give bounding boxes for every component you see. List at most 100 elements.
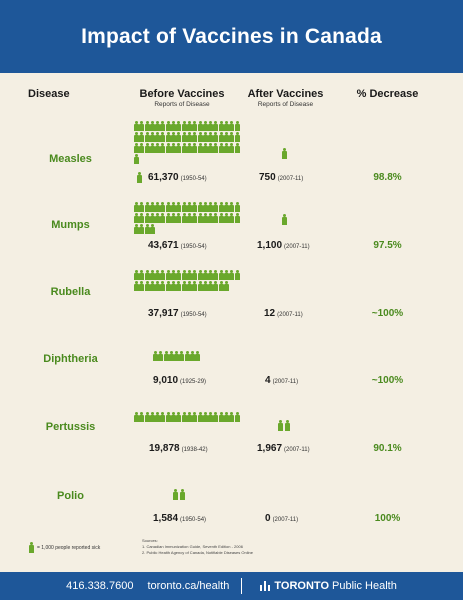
person-icon bbox=[213, 412, 219, 422]
person-icon bbox=[160, 281, 166, 291]
person-icon bbox=[179, 489, 185, 500]
before-icon-grid bbox=[153, 351, 263, 361]
person-icon bbox=[149, 132, 155, 142]
person-icon bbox=[218, 213, 224, 223]
column-header-after-label: After Vaccines bbox=[247, 88, 324, 100]
person-icon bbox=[197, 202, 203, 212]
person-icon bbox=[165, 270, 171, 280]
before-icon-grid bbox=[134, 412, 244, 423]
after-value: 12 bbox=[264, 308, 276, 319]
after-value-group: 750 (2007-11) bbox=[259, 172, 303, 183]
before-years: (1950-54) bbox=[180, 517, 207, 523]
before-years: (1950-54) bbox=[180, 244, 207, 250]
person-icon bbox=[168, 351, 174, 361]
person-icon bbox=[155, 412, 161, 422]
person-icon bbox=[160, 121, 166, 131]
person-icon bbox=[192, 202, 198, 212]
person-icon bbox=[229, 132, 235, 142]
person-icon bbox=[136, 172, 142, 183]
person-icon bbox=[234, 121, 240, 131]
person-icon bbox=[176, 412, 182, 422]
after-years: (2007-11) bbox=[272, 517, 299, 523]
toronto-logo-icon bbox=[260, 581, 271, 591]
person-icon bbox=[181, 132, 187, 142]
before-icon-grid bbox=[134, 270, 244, 292]
before-value: 1,584 bbox=[153, 513, 179, 524]
before-years: (1925-29) bbox=[180, 379, 207, 385]
disease-name: Measles bbox=[49, 153, 92, 165]
disease-row-mumps: Mumps 43,671 (1950-54) 1,100 (2007-11) 97.… bbox=[0, 200, 463, 280]
footer-phone: 416.338.7600 bbox=[66, 580, 134, 592]
person-icon bbox=[277, 420, 283, 431]
person-icon bbox=[149, 224, 155, 234]
percent-decrease: ~100% bbox=[371, 308, 404, 319]
column-header-disease: Disease bbox=[28, 88, 70, 100]
person-icon bbox=[134, 224, 139, 234]
person-icon bbox=[192, 270, 198, 280]
before-value: 9,010 bbox=[153, 375, 179, 386]
person-icon bbox=[234, 132, 240, 142]
before-value-group: 19,878 (1938-42) bbox=[149, 443, 208, 454]
person-icon bbox=[171, 270, 177, 280]
person-icon bbox=[229, 213, 235, 223]
percent-decrease: 97.5% bbox=[373, 240, 402, 251]
before-icon-grid bbox=[134, 121, 244, 164]
person-icon bbox=[192, 281, 198, 291]
person-icon bbox=[155, 281, 161, 291]
percent-decrease: 98.8% bbox=[373, 172, 402, 183]
person-icon bbox=[160, 270, 166, 280]
person-icon bbox=[134, 132, 139, 142]
disease-name: Polio bbox=[57, 490, 84, 502]
person-icon bbox=[139, 132, 145, 142]
person-icon bbox=[190, 351, 196, 361]
disease-name: Diphtheria bbox=[43, 353, 98, 365]
person-icon bbox=[155, 121, 161, 131]
person-icon bbox=[134, 412, 139, 422]
person-icon bbox=[234, 143, 240, 153]
page-title: Impact of Vaccines in Canada bbox=[81, 24, 382, 48]
person-icon bbox=[192, 412, 198, 422]
before-years: (1938-42) bbox=[181, 447, 208, 453]
person-icon bbox=[186, 143, 192, 153]
person-icon bbox=[181, 121, 187, 131]
person-icon bbox=[202, 121, 208, 131]
person-icon bbox=[197, 270, 203, 280]
person-icon bbox=[218, 132, 224, 142]
person-icon bbox=[155, 143, 161, 153]
icon-line bbox=[134, 132, 244, 142]
disease-name: Rubella bbox=[50, 286, 91, 298]
footer-brand-rest: Public Health bbox=[332, 580, 397, 592]
icon-line bbox=[134, 202, 244, 212]
column-header-before: Before Vaccines Reports of Disease bbox=[132, 88, 232, 108]
person-icon bbox=[165, 202, 171, 212]
person-icon bbox=[229, 121, 235, 131]
person-icon bbox=[155, 270, 161, 280]
person-icon bbox=[195, 351, 201, 361]
after-value: 750 bbox=[259, 172, 276, 183]
person-icon bbox=[134, 270, 139, 280]
person-icon bbox=[229, 143, 235, 153]
icon-line bbox=[134, 154, 244, 164]
person-icon bbox=[155, 132, 161, 142]
person-icon bbox=[208, 202, 214, 212]
before-icon-grid bbox=[134, 202, 244, 234]
person-icon bbox=[192, 132, 198, 142]
person-icon bbox=[213, 143, 219, 153]
person-icon bbox=[208, 121, 214, 131]
icon-line bbox=[134, 213, 244, 223]
person-icon bbox=[165, 213, 171, 223]
person-icon bbox=[234, 202, 240, 212]
after-value: 1,967 bbox=[257, 443, 283, 454]
person-icon bbox=[149, 202, 155, 212]
person-icon bbox=[186, 412, 192, 422]
footer-url[interactable]: toronto.ca/health bbox=[147, 580, 230, 592]
person-icon bbox=[186, 270, 192, 280]
person-icon bbox=[224, 412, 230, 422]
person-icon bbox=[213, 270, 219, 280]
footer-bar: 416.338.7600 toronto.ca/health TORONTO P… bbox=[0, 572, 463, 600]
person-icon bbox=[229, 412, 235, 422]
footer-divider bbox=[241, 578, 243, 594]
person-icon bbox=[139, 143, 145, 153]
person-icon bbox=[224, 121, 230, 131]
before-value-group: 37,917 (1950-54) bbox=[148, 308, 207, 319]
